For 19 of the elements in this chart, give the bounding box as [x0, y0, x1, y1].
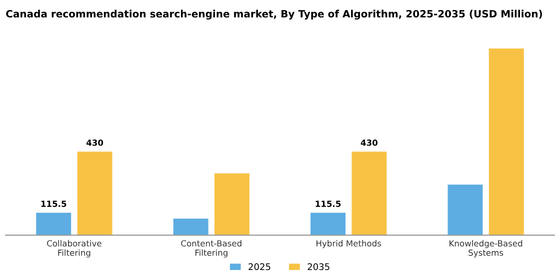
bar: [173, 218, 208, 236]
chart-title: Canada recommendation search-engine market, By Type of Algorithm, 2025-2035 (USD Million): [6, 10, 542, 20]
data-label: 115.5: [41, 200, 66, 207]
data-label: 430: [86, 140, 104, 146]
legend-label: 2025: [248, 263, 270, 270]
data-label: 430: [360, 140, 378, 146]
bar: [448, 184, 483, 236]
legend-label: 2035: [308, 263, 330, 270]
x-tick-label: Content-Based Filtering: [181, 240, 242, 258]
bar: [214, 173, 250, 236]
bar: [36, 212, 72, 236]
x-tick-label: Collaborative Filtering: [47, 240, 102, 258]
bar: [488, 48, 524, 236]
bar: [352, 152, 387, 236]
x-tick-label: Hybrid Methods: [316, 240, 382, 248]
bar: [310, 212, 346, 236]
data-label: 115.5: [316, 200, 341, 207]
x-tick-label: Knowledge-Based Systems: [450, 240, 522, 258]
bar: [77, 152, 112, 236]
